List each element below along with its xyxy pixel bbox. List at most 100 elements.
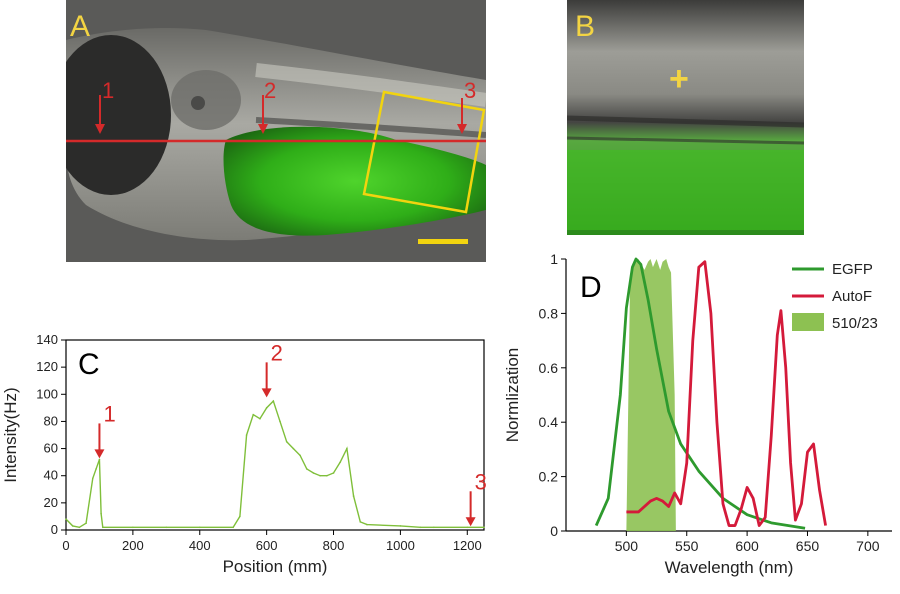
filter-band-area	[626, 259, 676, 531]
y-tick-label-d-2: 0.4	[539, 414, 559, 430]
marker-3-label: 3	[464, 78, 476, 103]
trace-point-9	[132, 526, 134, 529]
annotation-label-c-2: 3	[475, 469, 487, 494]
trace-point-7	[100, 512, 102, 515]
trace-point-37	[483, 526, 485, 529]
trace-point-25	[319, 474, 321, 477]
x-tick-label-d-1: 550	[675, 538, 699, 554]
trace-point-24	[312, 472, 315, 474]
trace-point-32	[366, 523, 368, 526]
y-tick-label-c-4: 80	[44, 413, 58, 428]
egfp-signal-zoom	[567, 150, 804, 230]
trace-point-6	[98, 458, 101, 461]
y-tick-label-d-4: 0.8	[539, 305, 559, 321]
y-tick-label-d-0: 0	[550, 523, 558, 539]
trace-point-22	[299, 454, 301, 457]
y-tick-label-c-7: 140	[36, 332, 58, 347]
larva-head	[51, 35, 171, 195]
trace-point-13	[239, 515, 241, 518]
egfp-signal	[223, 126, 486, 236]
annotation-arrow-head-c-0	[94, 449, 105, 459]
trace-point-27	[332, 472, 335, 474]
annotation-label-c-0: 1	[103, 401, 115, 426]
trace-point-4	[91, 477, 94, 480]
chart-c: 0 200 400 600 800 1000 1200 0 20 40 60 80 100 120 140 P…	[1, 332, 487, 576]
x-tick-label-d-4: 700	[856, 538, 880, 554]
panel-c: 0 200 400 600 800 1000 1200 0 20 40 60 80 100 120 140 P…	[0, 322, 500, 589]
y-tick-label-c-5: 100	[36, 386, 58, 401]
x-tick-label-d-3: 650	[796, 538, 820, 554]
trace-point-26	[326, 474, 328, 477]
panel-label-a: A	[70, 10, 90, 43]
trace-point-33	[399, 525, 402, 527]
x-tick-label-c-1: 200	[122, 538, 144, 553]
trace-point-29	[346, 447, 348, 450]
trace-point-18	[272, 400, 275, 402]
x-tick-label-c-6: 1200	[453, 538, 482, 553]
x-tick-label-c-3: 600	[256, 538, 278, 553]
x-tick-label-c-5: 1000	[386, 538, 415, 553]
y-tick-label-d-1: 0.2	[539, 469, 559, 485]
trace-point-2	[78, 526, 81, 529]
panel-a: 1 2 3 A	[51, 0, 487, 262]
target-mark: +	[669, 60, 689, 98]
x-tick-label-c-2: 400	[189, 538, 211, 553]
annotation-arrow-head-c-2	[465, 517, 476, 527]
marker-2-arrow	[258, 124, 268, 134]
trace-point-15	[252, 413, 255, 416]
trace-point-21	[292, 447, 295, 450]
panel-label-b: B	[575, 10, 595, 43]
y-tick-label-c-0: 0	[51, 522, 58, 537]
trace-point-11	[198, 526, 201, 529]
marker-3-arrow	[457, 124, 467, 134]
annotation-arrow-head-c-1	[261, 388, 272, 398]
plot-frame-c	[65, 339, 485, 531]
scale-bar	[418, 239, 468, 244]
panel-label-c: C	[78, 348, 100, 381]
annotation-label-c-1: 2	[271, 340, 283, 365]
trace-point-31	[359, 521, 362, 523]
trace-point-5	[95, 468, 97, 470]
series-line-egfp	[594, 257, 806, 530]
x-tick-label-c-0: 0	[62, 538, 69, 553]
x-axis-label-c: Position (mm)	[223, 557, 328, 576]
trace-point-3	[85, 522, 87, 525]
y-tick-label-c-3: 60	[44, 441, 58, 456]
trace-point-8	[101, 526, 104, 529]
x-tick-label-d-2: 600	[735, 538, 759, 554]
panel-b: + B	[566, 0, 805, 235]
trace-point-16	[259, 417, 261, 420]
trace-point-36	[466, 526, 469, 529]
x-tick-label-c-4: 800	[323, 538, 345, 553]
zoom-region-box	[362, 90, 486, 214]
trace-point-19	[279, 420, 281, 423]
panel-d: 500 550 600 650 700 0 0.2 0.4 0.6 0.8 1 Wavelength …	[500, 245, 900, 589]
legend-label-0: EGFP	[832, 261, 873, 278]
trace-point-12	[232, 526, 234, 529]
panel-b-image: + B	[566, 0, 805, 235]
y-tick-label-c-1: 20	[44, 495, 58, 510]
y-tick-label-c-6: 120	[36, 359, 58, 374]
legend-label-2: 510/23	[832, 315, 878, 332]
intensity-trace	[65, 399, 484, 529]
trace-point-34	[419, 526, 422, 529]
x-axis-label-d: Wavelength (nm)	[665, 558, 794, 577]
trace-point-30	[352, 495, 355, 497]
series-line-autof	[626, 260, 827, 527]
chart-d: 500 550 600 650 700 0 0.2 0.4 0.6 0.8 1 Wavelength …	[503, 251, 892, 577]
legend-swatch-2	[792, 313, 824, 331]
y-tick-label-d-3: 0.6	[539, 360, 559, 376]
y-tick-label-c-2: 40	[44, 468, 58, 483]
trace-point-35	[433, 526, 435, 529]
panel-label-d: D	[580, 271, 602, 304]
trace-point-10	[165, 526, 168, 529]
trace-point-20	[285, 440, 288, 443]
legend-label-1: AutoF	[832, 288, 872, 305]
marker-1-arrow	[95, 124, 105, 134]
trace-point-0	[65, 518, 67, 520]
trace-point-17	[265, 407, 268, 409]
trace-point-23	[305, 468, 308, 470]
y-axis-label-d: Normlization	[503, 348, 522, 442]
y-axis-label-c: Intensity(Hz)	[1, 387, 20, 482]
trace-point-28	[339, 461, 342, 463]
